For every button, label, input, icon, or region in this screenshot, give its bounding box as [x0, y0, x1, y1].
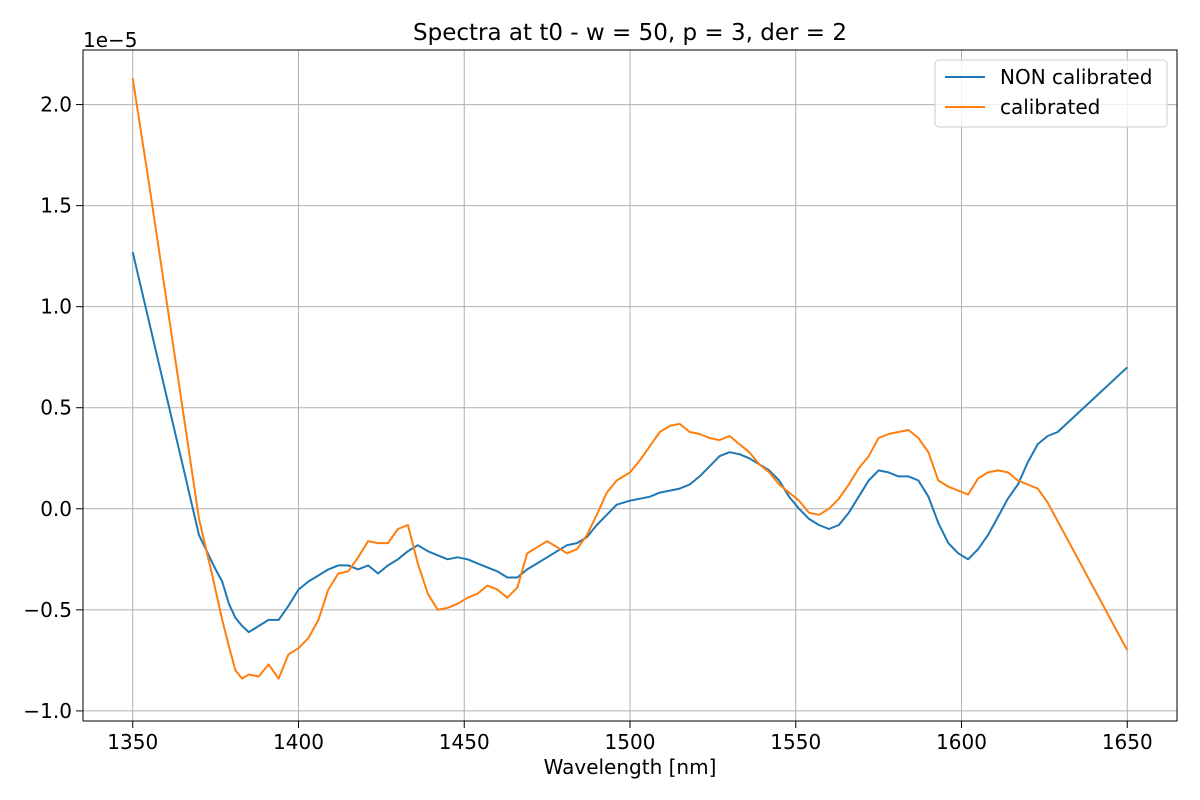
x-axis-ticks: 1350 1400 1450 1500 1550 1600 1650: [107, 721, 1153, 754]
y-tick-label: 0.5: [40, 396, 72, 420]
grid-lines: [83, 50, 1177, 721]
y-tick-label: 2.0: [40, 93, 72, 117]
chart-title: Spectra at t0 - w = 50, p = 3, der = 2: [413, 20, 847, 46]
y-tick-label: 0.0: [40, 497, 72, 521]
x-axis-label: Wavelength [nm]: [544, 755, 717, 779]
x-tick-label: 1450: [439, 730, 490, 754]
y-axis-offset-label: 1e−5: [83, 28, 138, 52]
y-tick-label: 1.0: [40, 295, 72, 319]
y-tick-label: −0.5: [23, 598, 72, 622]
y-tick-label: 1.5: [40, 194, 72, 218]
x-tick-label: 1650: [1102, 730, 1153, 754]
legend: NON calibrated calibrated: [934, 59, 1168, 128]
y-axis-ticks: −1.0 −0.5 0.0 0.5 1.0 1.5 2.0: [23, 93, 83, 723]
legend-box: [934, 59, 1168, 128]
legend-label-calibrated: calibrated: [1000, 95, 1100, 119]
legend-label-non-calibrated: NON calibrated: [1000, 65, 1152, 89]
x-tick-label: 1350: [107, 730, 158, 754]
series-line-calibrated: [131, 78, 1129, 680]
x-tick-label: 1400: [273, 730, 324, 754]
x-tick-label: 1550: [770, 730, 821, 754]
series-lines: [131, 78, 1129, 680]
y-tick-label: −1.0: [23, 699, 72, 723]
x-tick-label: 1500: [605, 730, 656, 754]
x-tick-label: 1600: [936, 730, 987, 754]
series-line-non-calibrated: [131, 251, 1128, 634]
